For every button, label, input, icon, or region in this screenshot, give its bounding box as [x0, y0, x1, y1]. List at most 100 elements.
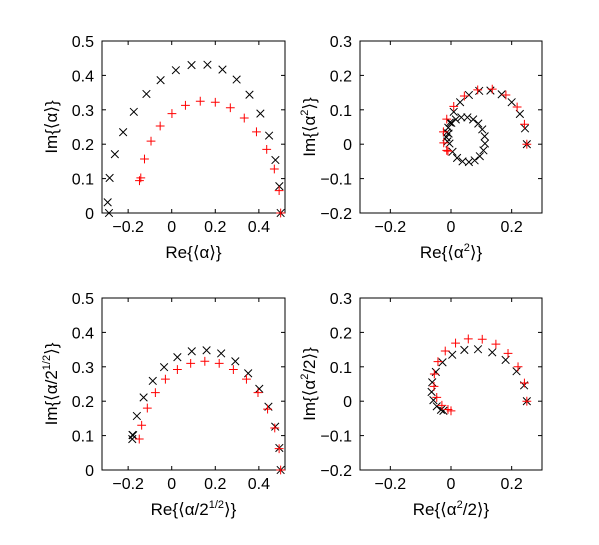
data-point [487, 84, 497, 94]
y-axis-label: Im{⟨α2/2⟩} [299, 347, 319, 421]
data-point [449, 107, 458, 117]
data-point [451, 115, 461, 124]
x-tick-label: 0 [167, 476, 176, 493]
data-point [276, 208, 286, 218]
series-cross [128, 346, 285, 475]
y-tick-label: −0.1 [320, 172, 352, 189]
data-point [437, 400, 447, 410]
panel-top-left: −0.2 0 0.2 0.4 0 0.1 0.2 0.3 0.4 0.5 Re{⟨α⟩} Im{⟨α⟩… [42, 34, 286, 262]
data-point [520, 124, 530, 133]
y-tick-label: 0.2 [330, 325, 352, 342]
data-point [497, 90, 506, 99]
y-tick-label: 0.1 [72, 172, 94, 189]
data-point [512, 102, 522, 112]
data-point [228, 365, 238, 374]
data-point [447, 118, 456, 128]
x-tick-label: 0 [447, 219, 456, 236]
data-point [218, 65, 227, 74]
data-point [443, 137, 452, 146]
axes-box [359, 40, 543, 214]
data-point [475, 152, 484, 161]
data-point [480, 139, 490, 148]
data-point [429, 382, 439, 391]
data-point [181, 100, 190, 110]
data-point [478, 125, 487, 134]
data-point [477, 334, 487, 344]
data-point [513, 362, 523, 372]
data-point [501, 90, 511, 100]
y-axis-label: Im{⟨α/21/2⟩} [41, 342, 61, 425]
data-point [156, 76, 165, 85]
data-point [520, 119, 529, 129]
data-point [104, 208, 114, 218]
data-point [264, 131, 274, 140]
x-tick-label: 0.2 [204, 476, 226, 493]
data-point [167, 109, 177, 118]
series-plus [135, 96, 286, 218]
data-point [512, 367, 521, 376]
y-tick-label: 0.3 [72, 103, 94, 120]
data-point [118, 128, 128, 137]
data-point [449, 101, 459, 111]
data-point [135, 176, 144, 186]
data-point [150, 388, 160, 397]
data-point [225, 103, 235, 113]
y-tick-label: 0.4 [72, 325, 94, 342]
data-point [457, 113, 466, 122]
data-point [486, 86, 495, 95]
data-point [460, 345, 469, 355]
data-point [274, 186, 284, 196]
data-point [475, 86, 484, 96]
panel-top-right: −0.2 0 0.2 −0.2 −0.1 0 0.1 0.2 0.3 Re{⟨α2⟩} Im{⟨α2… [299, 34, 543, 262]
data-point [270, 423, 280, 433]
series-cross [427, 345, 531, 415]
data-point [445, 118, 454, 127]
data-point [274, 444, 284, 454]
data-point [479, 146, 488, 155]
x-tick-label: −0.2 [375, 476, 407, 493]
data-point [255, 384, 264, 393]
data-point [239, 113, 249, 123]
data-point [448, 350, 457, 359]
data-point [455, 98, 465, 107]
data-point [232, 75, 241, 84]
y-tick-label: 0.3 [330, 34, 352, 51]
data-point [463, 113, 472, 122]
x-axis-label: Re{⟨α⟩} [165, 243, 222, 262]
data-point [231, 357, 240, 366]
data-point [142, 403, 152, 413]
series-plus [134, 356, 286, 475]
y-tick-label: 0 [343, 394, 352, 411]
data-point [473, 345, 483, 354]
data-point [432, 393, 442, 402]
y-axis-label: Im{⟨α2⟩} [299, 97, 319, 157]
x-tick-label: 0.2 [204, 219, 226, 236]
data-point [242, 374, 251, 384]
data-point [507, 98, 516, 107]
data-point [436, 405, 446, 414]
data-point [439, 127, 448, 137]
y-tick-label: 0.2 [72, 137, 94, 154]
data-point [470, 156, 479, 165]
data-point [195, 96, 205, 106]
data-point [276, 465, 286, 475]
data-point [463, 334, 473, 344]
data-point [433, 357, 443, 367]
data-point [468, 115, 478, 124]
data-point [442, 145, 452, 155]
y-tick-label: 0.2 [72, 394, 94, 411]
data-point [438, 358, 447, 367]
data-point [159, 362, 169, 372]
x-axis-label: Re{⟨α/21/2⟩} [151, 499, 237, 519]
x-tick-label: −0.2 [112, 219, 144, 236]
data-point [187, 347, 196, 356]
data-point [503, 348, 513, 358]
x-axis-label: Re{⟨α2/2⟩} [413, 499, 490, 519]
data-point [429, 369, 439, 379]
y-tick-label: −0.1 [320, 429, 352, 446]
series-plus [439, 84, 532, 156]
data-point [245, 90, 254, 99]
data-point [459, 91, 469, 101]
y-tick-label: 0 [85, 463, 94, 480]
